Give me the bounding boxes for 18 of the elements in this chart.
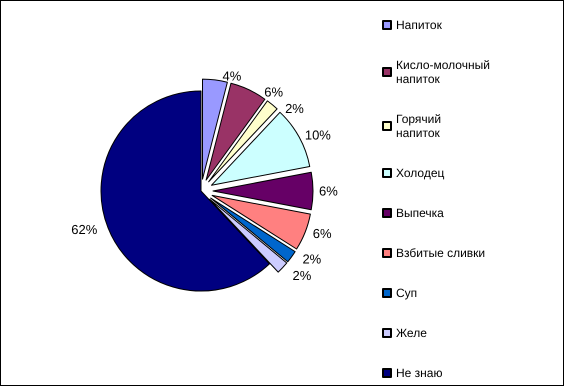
data-label: 6% bbox=[312, 226, 332, 242]
legend-label: Не знаю bbox=[396, 366, 442, 380]
legend-label: Кисло-молочный напиток bbox=[396, 58, 494, 86]
legend-label: Взбитые сливки bbox=[396, 246, 486, 260]
data-label: 62% bbox=[71, 222, 98, 237]
legend-label: Выпечка bbox=[396, 206, 444, 220]
legend-label: Напиток bbox=[396, 18, 443, 32]
legend-label: Горячий напиток bbox=[396, 112, 444, 140]
data-label: 2% bbox=[302, 252, 322, 267]
data-label: 6% bbox=[264, 84, 284, 100]
data-label: 6% bbox=[319, 184, 338, 198]
legend-label: Суп bbox=[396, 286, 418, 300]
data-label: 10% bbox=[304, 128, 332, 143]
data-label: 2% bbox=[292, 268, 312, 283]
data-label: 4% bbox=[222, 68, 242, 84]
data-label: 2% bbox=[285, 101, 304, 116]
legend-label: Холодец bbox=[396, 166, 444, 180]
legend-label: Желе bbox=[396, 326, 428, 340]
